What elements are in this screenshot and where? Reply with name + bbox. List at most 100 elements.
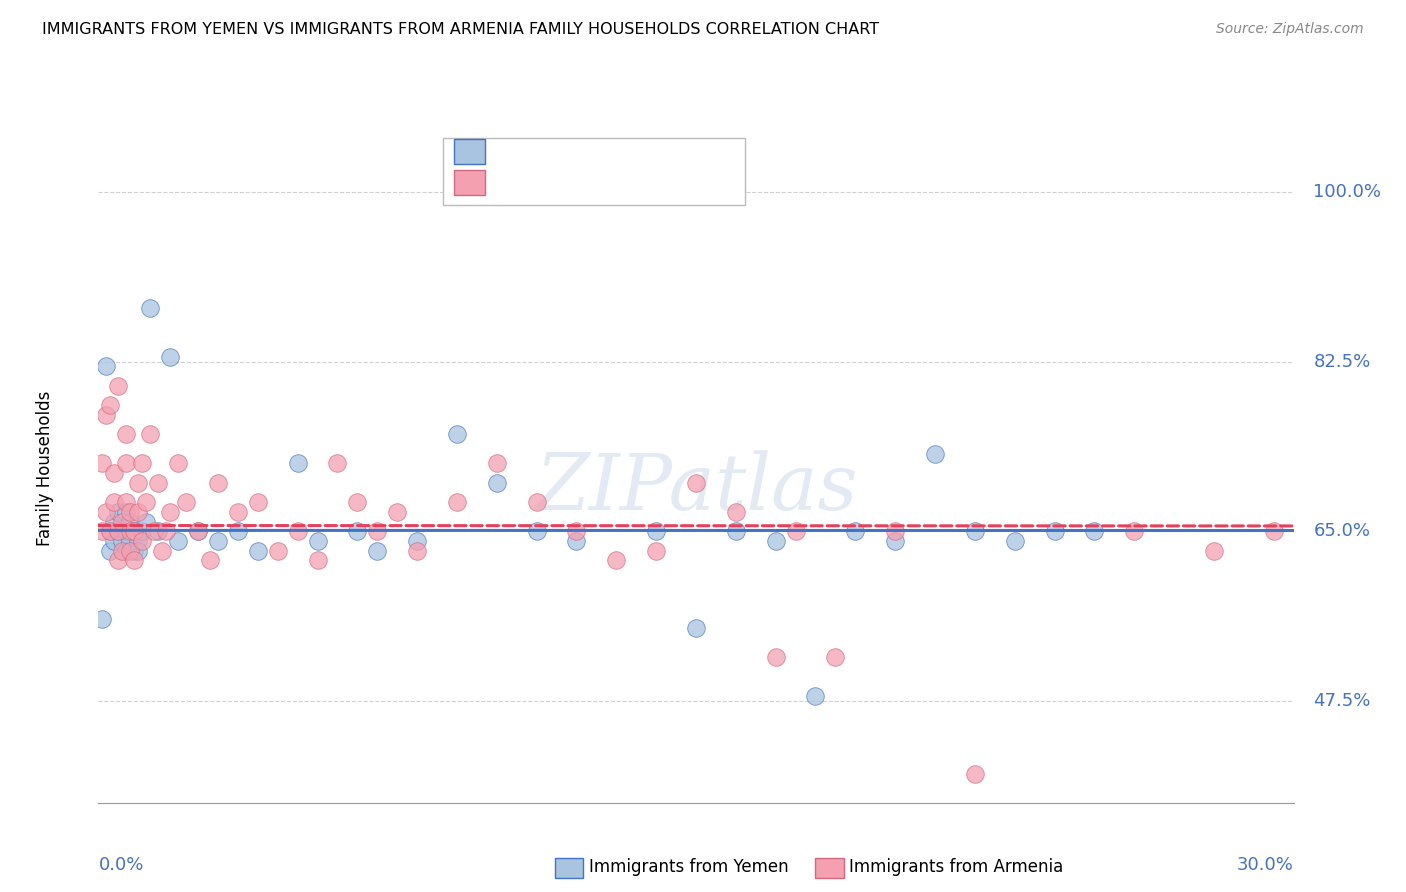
Point xyxy=(565,534,588,549)
Point xyxy=(115,495,138,509)
Point xyxy=(124,543,146,558)
Point xyxy=(107,524,129,539)
Point xyxy=(605,553,627,567)
Point xyxy=(115,505,138,519)
Text: ZIPatlas: ZIPatlas xyxy=(534,450,858,526)
Point xyxy=(406,534,429,549)
Point xyxy=(135,495,157,509)
Text: N =: N = xyxy=(606,169,643,187)
Point xyxy=(91,611,114,625)
Point xyxy=(148,475,170,490)
Point xyxy=(143,524,166,539)
Point xyxy=(446,427,468,442)
Text: 63: 63 xyxy=(645,169,671,187)
Point xyxy=(287,457,309,471)
Point xyxy=(139,427,162,442)
Point xyxy=(124,553,146,567)
Point xyxy=(139,301,162,316)
Point xyxy=(346,495,368,509)
Point xyxy=(246,543,269,558)
Point xyxy=(884,534,907,549)
Point xyxy=(406,543,429,558)
Point xyxy=(120,515,142,529)
Point xyxy=(1123,524,1146,539)
Point xyxy=(159,350,181,364)
Point xyxy=(127,505,149,519)
Point xyxy=(1263,524,1285,539)
Text: R =: R = xyxy=(496,169,533,187)
Point xyxy=(844,524,866,539)
Point xyxy=(159,505,181,519)
Point xyxy=(103,534,125,549)
Point xyxy=(485,475,508,490)
Point xyxy=(645,524,668,539)
Point xyxy=(127,475,149,490)
Point xyxy=(96,505,118,519)
Text: -0.011: -0.011 xyxy=(538,138,592,156)
Point xyxy=(366,543,388,558)
Text: 30.0%: 30.0% xyxy=(1237,856,1294,874)
Text: 47.5%: 47.5% xyxy=(1313,692,1371,710)
Point xyxy=(115,457,138,471)
Point xyxy=(127,543,149,558)
Point xyxy=(111,534,134,549)
Point xyxy=(91,524,114,539)
Text: 82.5%: 82.5% xyxy=(1313,352,1371,371)
Text: Immigrants from Armenia: Immigrants from Armenia xyxy=(849,858,1063,876)
Text: 0.0%: 0.0% xyxy=(98,856,143,874)
Point xyxy=(187,524,209,539)
Point xyxy=(765,650,787,665)
Point xyxy=(107,379,129,393)
Text: R =: R = xyxy=(496,138,533,156)
Point xyxy=(485,457,508,471)
Text: 100.0%: 100.0% xyxy=(1313,183,1382,201)
Point xyxy=(148,524,170,539)
Point xyxy=(96,359,118,374)
Point xyxy=(207,534,229,549)
Point xyxy=(167,457,190,471)
Point xyxy=(150,543,173,558)
Text: N =: N = xyxy=(606,138,643,156)
Point xyxy=(124,524,146,539)
Point xyxy=(785,524,807,539)
Point xyxy=(366,524,388,539)
Point xyxy=(167,534,190,549)
Point xyxy=(924,447,946,461)
Point xyxy=(963,766,986,780)
Point xyxy=(107,524,129,539)
Text: -0.030: -0.030 xyxy=(538,169,592,187)
Point xyxy=(98,524,122,539)
Point xyxy=(346,524,368,539)
Point xyxy=(645,543,668,558)
Point xyxy=(111,515,134,529)
Point xyxy=(124,524,146,539)
Point xyxy=(724,524,747,539)
Text: 50: 50 xyxy=(645,138,671,156)
Point xyxy=(685,621,707,635)
Point xyxy=(198,553,221,567)
Point xyxy=(111,524,134,539)
Point xyxy=(1202,543,1225,558)
Point xyxy=(115,543,138,558)
Point xyxy=(131,534,153,549)
Point xyxy=(824,650,846,665)
Point xyxy=(135,515,157,529)
Point xyxy=(120,505,142,519)
Point xyxy=(1083,524,1105,539)
Point xyxy=(565,524,588,539)
Point xyxy=(287,524,309,539)
Point xyxy=(385,505,409,519)
Point xyxy=(131,457,153,471)
Point xyxy=(115,427,138,442)
Point xyxy=(724,505,747,519)
Text: Source: ZipAtlas.com: Source: ZipAtlas.com xyxy=(1216,22,1364,37)
Point xyxy=(226,524,249,539)
Point xyxy=(1043,524,1066,539)
Point xyxy=(107,553,129,567)
Point xyxy=(120,524,142,539)
Text: Immigrants from Yemen: Immigrants from Yemen xyxy=(589,858,789,876)
Point xyxy=(804,689,827,703)
Text: IMMIGRANTS FROM YEMEN VS IMMIGRANTS FROM ARMENIA FAMILY HOUSEHOLDS CORRELATION C: IMMIGRANTS FROM YEMEN VS IMMIGRANTS FROM… xyxy=(42,22,879,37)
Point xyxy=(765,534,787,549)
Point xyxy=(246,495,269,509)
